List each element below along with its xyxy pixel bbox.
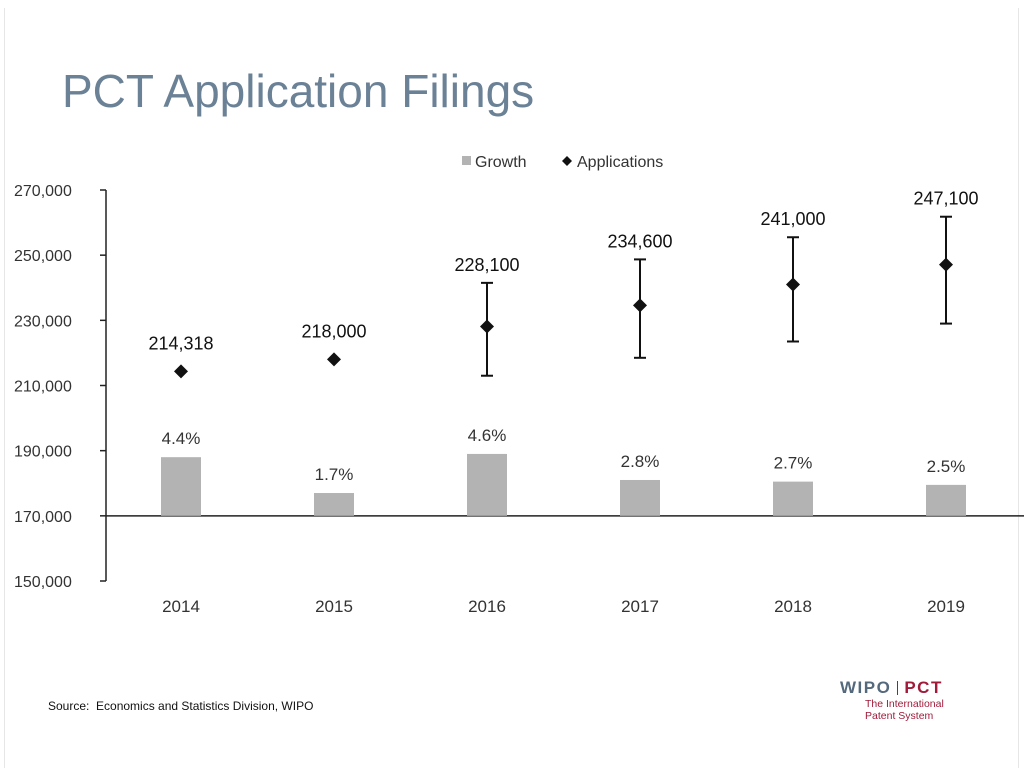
y-tick-label: 210,000 (14, 379, 72, 396)
y-tick-label: 150,000 (14, 574, 72, 591)
y-tick-label: 190,000 (14, 444, 72, 461)
x-tick-label: 2017 (621, 597, 659, 616)
growth-bar (314, 493, 354, 516)
growth-bar (620, 479, 660, 516)
application-data-label: 214,318 (148, 333, 213, 353)
x-tick-label: 2019 (927, 597, 965, 616)
application-data-label: 241,000 (760, 209, 825, 229)
application-marker (327, 352, 341, 367)
application-marker (633, 298, 647, 313)
growth-data-label: 2.7% (774, 454, 813, 473)
legend: Growth Applications (462, 154, 663, 171)
application-data-label: 234,600 (607, 231, 672, 251)
growth-bar (773, 481, 813, 516)
slide-title: PCT Application Filings (62, 65, 535, 117)
growth-data-label: 1.7% (315, 465, 354, 484)
y-tick-label: 250,000 (14, 248, 72, 265)
slide-left-border (4, 8, 5, 768)
logo-pct-text: PCT (904, 678, 943, 697)
logo-tagline-line2: Patent System (865, 710, 934, 722)
wipo-pct-logo: WIPO PCT The International Patent System (840, 678, 970, 726)
application-data-label: 228,100 (454, 255, 519, 275)
logo-tagline-line1: The International (865, 698, 944, 710)
logo-wipo-text: WIPO (840, 678, 892, 697)
growth-bar (926, 484, 966, 516)
application-marker (480, 319, 494, 334)
application-data-label: 247,100 (913, 189, 978, 209)
slide-right-border (1018, 8, 1019, 768)
x-tick-label: 2014 (162, 597, 200, 616)
growth-data-label: 2.5% (927, 457, 966, 476)
application-marker (174, 364, 188, 379)
x-tick-label: 2015 (315, 597, 353, 616)
x-tick-label: 2016 (468, 597, 506, 616)
legend-applications-marker (562, 156, 572, 166)
y-tick-label: 170,000 (14, 509, 72, 526)
y-tick-label: 230,000 (14, 313, 72, 330)
growth-bar (161, 457, 201, 516)
y-tick-label: 270,000 (14, 183, 72, 200)
growth-bar (467, 453, 507, 516)
logo-separator (897, 681, 899, 695)
logo-wordmark: WIPO PCT (840, 678, 970, 698)
legend-growth-swatch (462, 156, 471, 165)
x-tick-label: 2018 (774, 597, 812, 616)
legend-growth-label: Growth (475, 154, 527, 171)
application-data-label: 218,000 (301, 321, 366, 341)
legend-applications-label: Applications (577, 154, 663, 171)
growth-data-label: 4.4% (162, 429, 201, 448)
growth-data-label: 2.8% (621, 452, 660, 471)
growth-data-label: 4.6% (468, 426, 507, 445)
plot-area: 150,000 170,000 190,000 210,000 230,000 250,0… (14, 183, 1024, 616)
application-marker (939, 257, 953, 272)
source-note: Source: Economics and Statistics Divisio… (48, 699, 314, 713)
application-marker (786, 277, 800, 292)
